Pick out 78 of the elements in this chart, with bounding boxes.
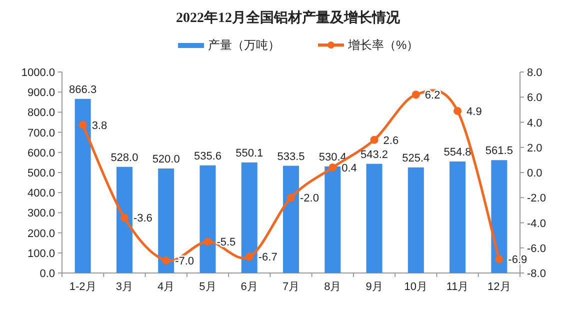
x-tick-label: 11月 (446, 281, 469, 293)
data-label: 535.6 (194, 150, 222, 162)
point (78, 120, 87, 129)
bar (241, 162, 258, 273)
bar (324, 166, 341, 273)
chart-title: 2022年12月全国铝材产量及增长情况 (176, 9, 401, 26)
data-label: 4.9 (466, 106, 482, 118)
data-label: 530.4 (318, 151, 346, 164)
x-tick-label: 5月 (199, 281, 216, 293)
bar (491, 160, 508, 273)
point (162, 256, 170, 264)
data-label: 561.5 (485, 145, 513, 158)
y2-tick-label: 0.0 (527, 168, 542, 180)
y2-tick-label: 8.0 (527, 67, 542, 79)
y-tick-label: 100.0 (27, 248, 55, 260)
data-label: -6.7 (258, 252, 278, 264)
data-label: -2.0 (300, 192, 319, 205)
y2-tick-label: -6.0 (527, 242, 546, 255)
y-tick-label: 400.0 (27, 188, 55, 200)
y-tick-label: 500.0 (27, 168, 55, 180)
point (287, 194, 295, 202)
point (245, 252, 254, 261)
y2-tick-label: 2.0 (527, 142, 542, 154)
bar (158, 168, 174, 273)
point (370, 136, 378, 144)
data-label: -3.6 (133, 212, 152, 225)
x-tick-label: 12月 (488, 281, 511, 293)
x-tick-label: 3月 (116, 281, 134, 293)
y2-tick-label: 4.0 (527, 117, 542, 130)
data-label: 2.6 (383, 134, 399, 147)
data-label: -6.9 (508, 254, 528, 266)
data-label: 554.8 (444, 146, 472, 158)
point (495, 255, 504, 264)
data-label: -5.5 (216, 236, 236, 249)
legend-label: 增长率（%） (347, 38, 419, 52)
x-tick-label: 10月 (404, 281, 428, 293)
bar (408, 167, 424, 273)
point (412, 90, 420, 99)
y2-tick-label: 6.0 (527, 92, 542, 104)
data-label: 550.1 (236, 147, 264, 160)
y2-tick-label: -4.0 (527, 218, 546, 230)
y-tick-label: 200.0 (27, 228, 55, 240)
y-tick-label: 900.0 (27, 87, 55, 100)
x-tick-label: 9月 (366, 281, 383, 293)
y-tick-label: 0.0 (40, 268, 55, 280)
data-label: 0.4 (342, 162, 357, 174)
point (204, 238, 212, 246)
data-label: 525.4 (402, 152, 430, 164)
data-label: 3.8 (92, 120, 108, 132)
bar (366, 164, 382, 273)
data-label: -7.0 (175, 255, 194, 268)
data-label: 528.0 (110, 152, 138, 164)
y-tick-label: 800.0 (27, 107, 55, 120)
y-tick-label: 700.0 (27, 127, 55, 140)
x-tick-label: 1-2月 (69, 281, 96, 293)
x-tick-label: 4月 (158, 281, 175, 293)
data-label: 6.2 (424, 90, 440, 102)
bar (450, 161, 466, 273)
y2-tick-label: -2.0 (527, 192, 546, 205)
x-tick-label: 8月 (324, 281, 342, 293)
data-label: 520.0 (152, 153, 180, 166)
bar (200, 165, 216, 273)
x-tick-label: 6月 (240, 281, 258, 293)
y-tick-label: 300.0 (27, 208, 55, 220)
data-label: 533.5 (277, 150, 305, 163)
bar (74, 98, 91, 273)
bar (283, 166, 299, 273)
y-tick-label: 600.0 (27, 147, 55, 160)
point (454, 106, 462, 115)
data-label: 543.2 (360, 148, 388, 161)
y2-tick-label: -8.0 (527, 268, 546, 280)
x-tick-label: 7月 (282, 281, 300, 293)
y-tick-label: 1000.0 (21, 67, 55, 79)
data-label: 866.3 (69, 84, 97, 96)
legend-label: 产量（万吨） (208, 38, 280, 52)
point (120, 214, 128, 222)
point (328, 163, 337, 172)
bar (116, 166, 132, 273)
